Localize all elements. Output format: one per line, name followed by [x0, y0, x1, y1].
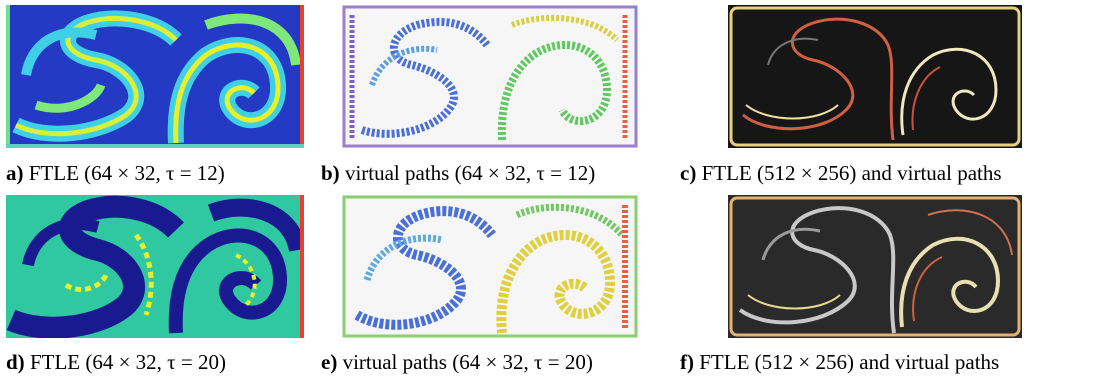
- caption-b: b) virtual paths (64 × 32, τ = 12): [321, 161, 595, 185]
- caption-letter: e): [321, 350, 338, 374]
- caption-d: d) FTLE (64 × 32, τ = 20): [6, 350, 226, 374]
- caption-text: FTLE (512 × 256) and virtual paths: [701, 161, 1002, 185]
- caption-letter: c): [680, 161, 697, 185]
- panel-f-ftle-paths: [728, 195, 1022, 338]
- panel-c-ftle-paths: [728, 5, 1022, 148]
- caption-a: a) FTLE (64 × 32, τ = 12): [6, 161, 225, 185]
- caption-letter: a): [6, 161, 24, 185]
- virtual-paths-b: [342, 5, 638, 148]
- caption-text: virtual paths (64 × 32, τ = 20): [342, 350, 593, 374]
- panel-d-ftle-heatmap: [6, 195, 304, 338]
- caption-letter: f): [680, 350, 694, 374]
- caption-letter: d): [6, 350, 25, 374]
- caption-text: FTLE (64 × 32, τ = 12): [28, 161, 225, 185]
- panel-e-virtual-paths: [342, 195, 638, 338]
- virtual-paths-e: [342, 195, 638, 338]
- caption-c: c) FTLE (512 × 256) and virtual paths: [680, 161, 1002, 185]
- caption-text: FTLE (64 × 32, τ = 20): [29, 350, 226, 374]
- ftle-paths-c: [728, 5, 1022, 148]
- panel-a-ftle-heatmap: [6, 5, 304, 148]
- caption-text: virtual paths (64 × 32, τ = 12): [344, 161, 596, 185]
- ftle-heatmap-d: [6, 195, 304, 338]
- caption-letter: b): [321, 161, 340, 185]
- caption-text: FTLE (512 × 256) and virtual paths: [699, 350, 1000, 374]
- ftle-paths-f: [728, 195, 1022, 338]
- caption-f: f) FTLE (512 × 256) and virtual paths: [680, 350, 999, 374]
- panel-b-virtual-paths: [342, 5, 638, 148]
- ftle-heatmap-a: [6, 5, 304, 148]
- caption-e: e) virtual paths (64 × 32, τ = 20): [321, 350, 593, 374]
